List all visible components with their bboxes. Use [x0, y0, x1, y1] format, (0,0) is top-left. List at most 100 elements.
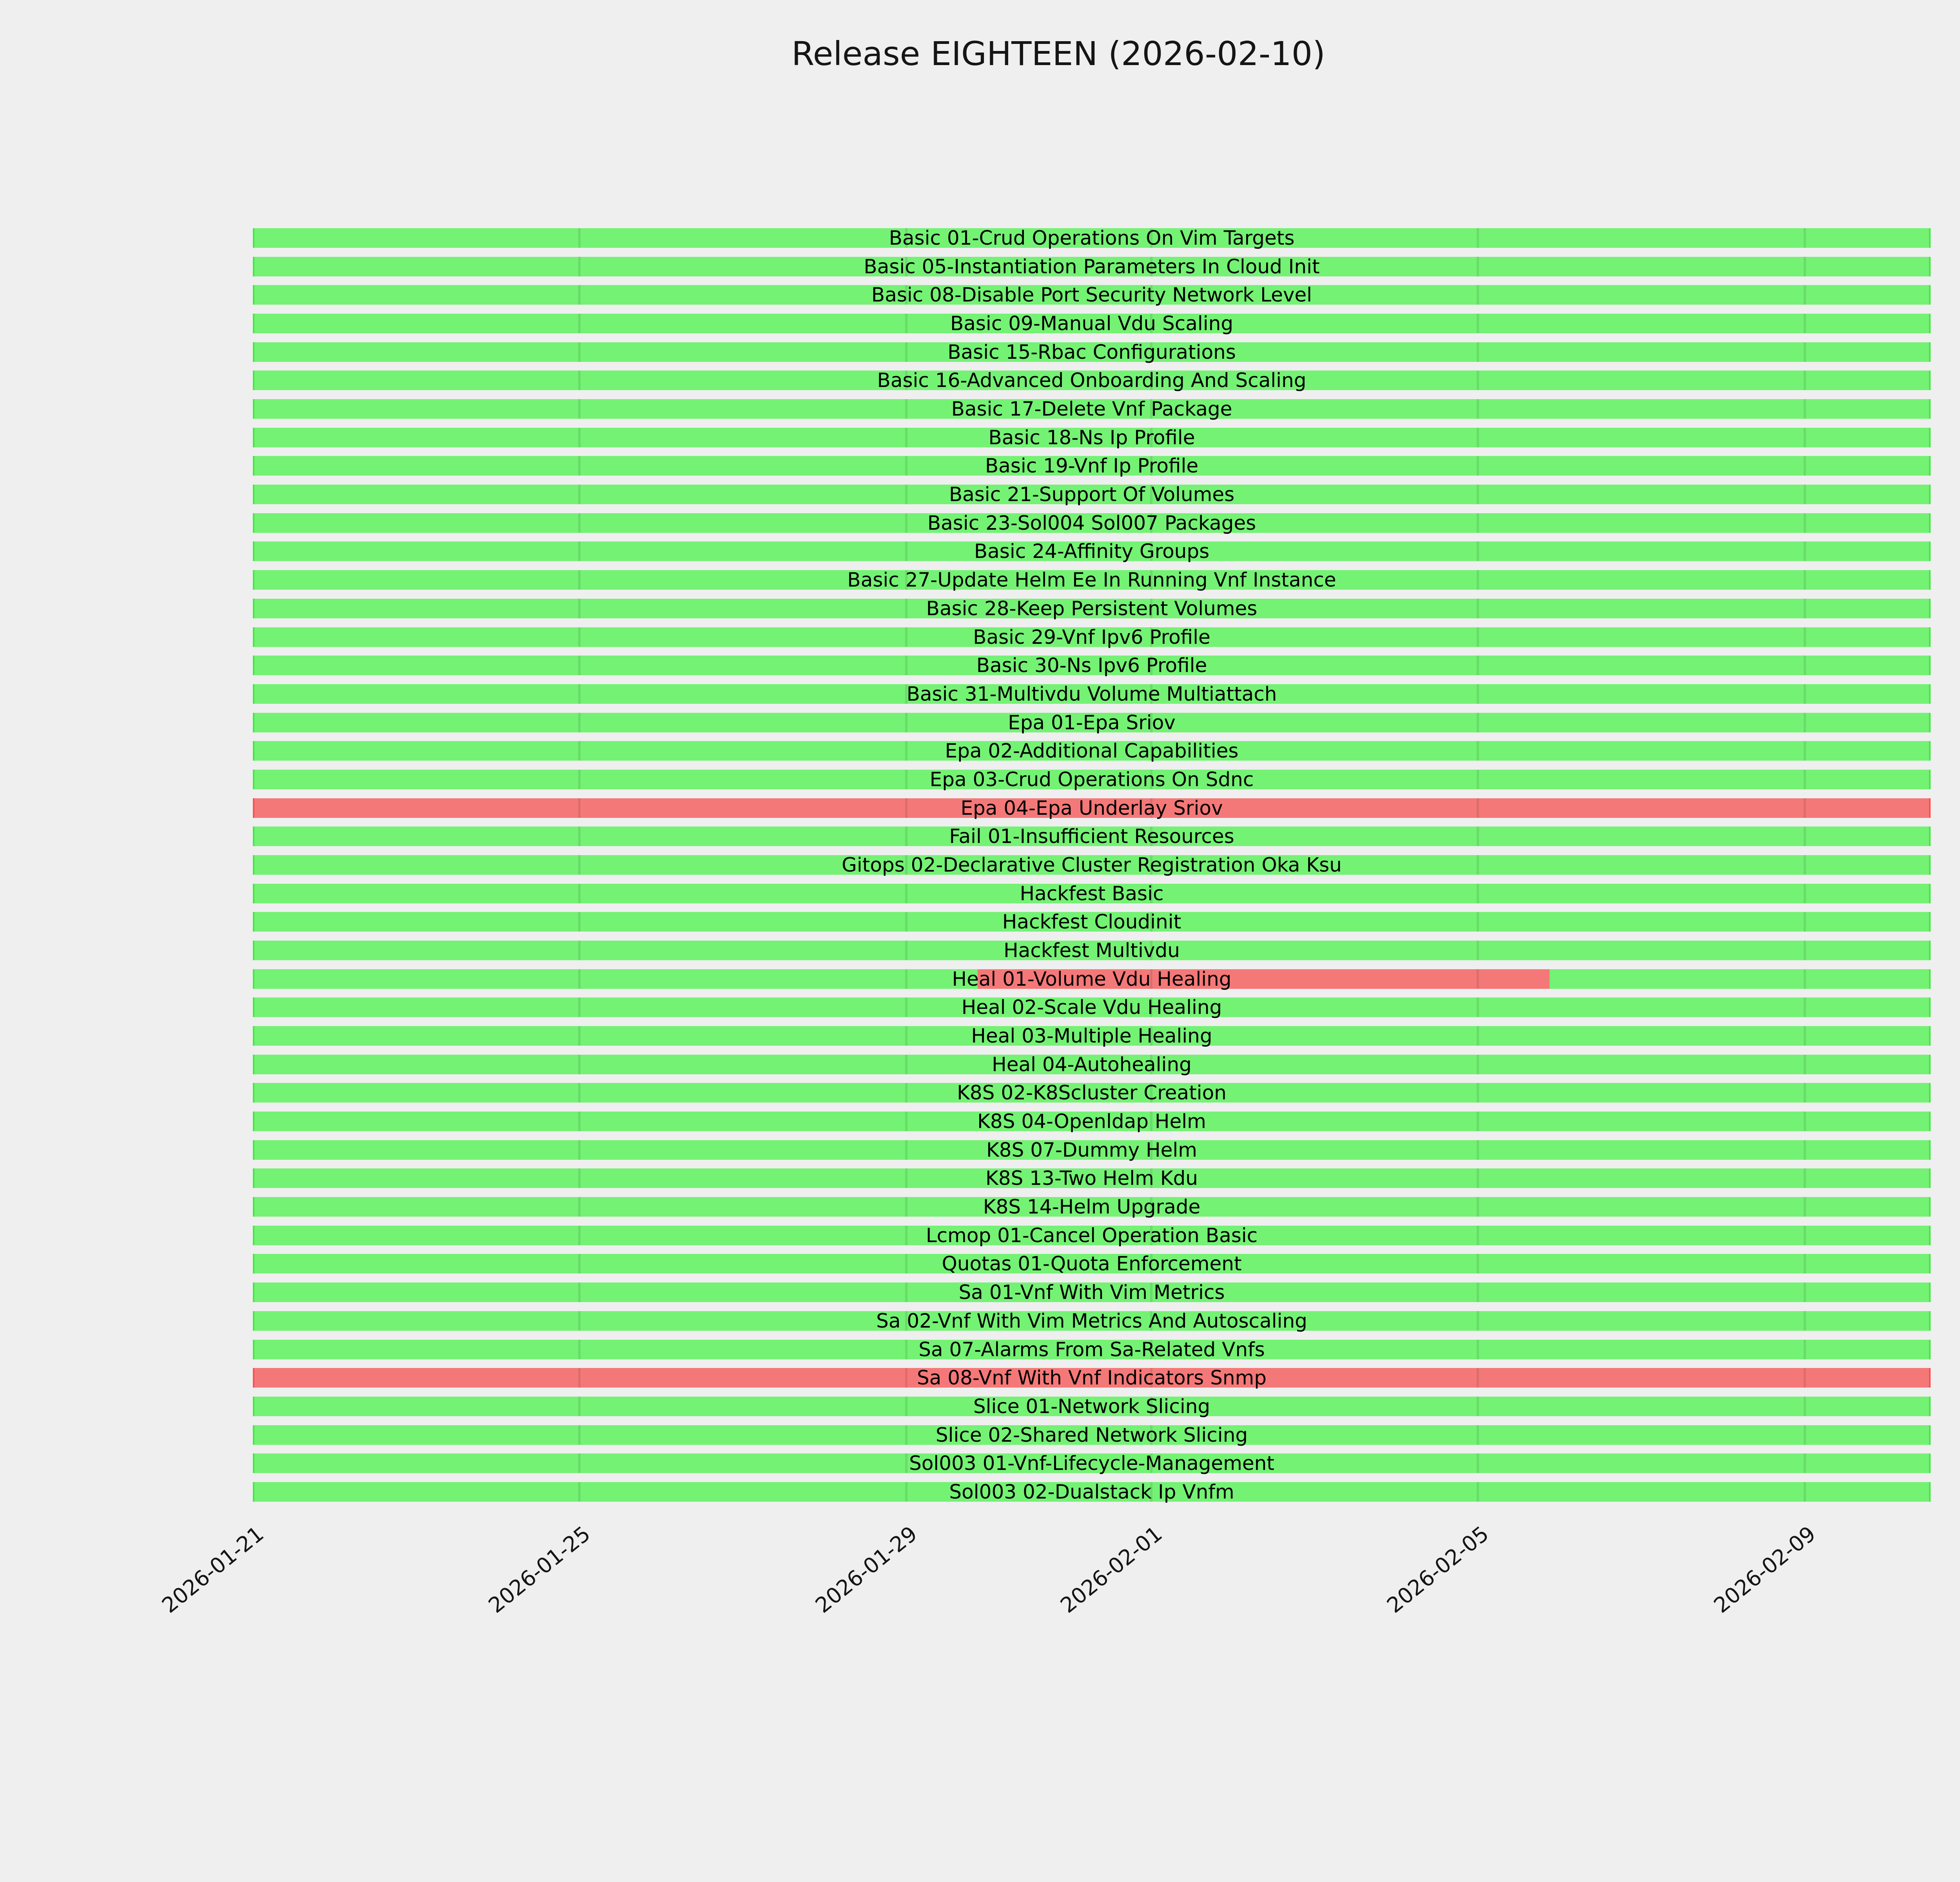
gridline-seam [905, 1368, 907, 1388]
gridline-seam [1150, 741, 1152, 761]
bar-edge [1929, 427, 1931, 447]
bar-edge [253, 997, 254, 1017]
task-bar-pass [253, 656, 1931, 676]
bar-edge [1929, 798, 1931, 818]
gridline-seam [1477, 1054, 1479, 1074]
gridline-seam [905, 1168, 907, 1188]
gridline-seam [1477, 456, 1479, 476]
gridline-seam [1803, 342, 1806, 362]
gridline-seam [1150, 1054, 1152, 1074]
bar-edge [253, 1026, 254, 1046]
task-row: Epa 04-Epa Underlay Sriov [253, 798, 1931, 818]
task-bar-pass [253, 1453, 1931, 1473]
task-bar-pass [253, 570, 1931, 590]
gridline-seam [1150, 941, 1152, 960]
gridline-seam [905, 1254, 907, 1274]
gridline-seam [1150, 1339, 1152, 1359]
gridline-seam [905, 342, 907, 362]
fail-segment [978, 969, 1550, 989]
gridline-seam [905, 1083, 907, 1103]
gridline-seam [1803, 1396, 1806, 1416]
gridline-seam [578, 1425, 581, 1445]
gridline-seam [1803, 883, 1806, 903]
bar-edge [253, 1283, 254, 1303]
gridline-seam [1477, 598, 1479, 618]
task-bar-pass [253, 371, 1931, 391]
bar-edge [253, 1396, 254, 1416]
gridline-seam [1150, 1283, 1152, 1303]
bar-edge [253, 1311, 254, 1331]
gridline-seam [578, 427, 581, 447]
task-label: Basic 01-Crud Operations On Vim Targets [889, 227, 1295, 249]
gridline-seam [1477, 1482, 1479, 1502]
task-row: Basic 27-Update Helm Ee In Running Vnf I… [253, 570, 1931, 590]
task-bar-pass [253, 1168, 1931, 1188]
bar-edge [1929, 256, 1931, 276]
gridline-seam [1150, 684, 1152, 704]
bar-edge [253, 827, 254, 847]
gridline-seam [578, 256, 581, 276]
task-row: Slice 02-Shared Network Slicing [253, 1425, 1931, 1445]
bar-edge [253, 883, 254, 903]
gridline-seam [1477, 570, 1479, 590]
task-row: Slice 01-Network Slicing [253, 1395, 1931, 1418]
task-row: Basic 01-Crud Operations On Vim Targets [253, 228, 1931, 248]
task-label: Basic 24-Affinity Groups [974, 540, 1210, 563]
gridline-seam [905, 256, 907, 276]
task-label: Basic 18-Ns Ip Profile [988, 426, 1195, 449]
gridline-seam [905, 1026, 907, 1046]
task-row: Heal 02-Scale Vdu Healing [253, 997, 1931, 1017]
gridline-seam [905, 314, 907, 334]
gridline-seam [1150, 513, 1152, 533]
task-bar-pass [253, 1254, 1931, 1274]
gridline-seam [905, 285, 907, 305]
task-row: Heal 04-Autohealing [253, 1054, 1931, 1075]
gridline-seam [1477, 541, 1479, 561]
task-bar-pass [253, 1083, 1931, 1103]
gridline-seam [1150, 456, 1152, 476]
task-row: K8S 14-Helm Upgrade [253, 1197, 1931, 1217]
bar-edge [1929, 1482, 1931, 1502]
task-row: Basic 19-Vnf Ip Profile [253, 456, 1931, 476]
task-label: Basic 17-Delete Vnf Package [951, 398, 1232, 421]
gridline-seam [1150, 656, 1152, 676]
gridline-seam [1803, 969, 1806, 989]
task-bar-pass [253, 1225, 1931, 1245]
task-label: Quotas 01-Quota Enforcement [942, 1252, 1242, 1275]
gridline-seam [578, 969, 581, 989]
task-label: Slice 01-Network Slicing [973, 1395, 1210, 1418]
bar-edge [1929, 684, 1931, 704]
task-bar-fail [253, 798, 1931, 818]
bar-edge [253, 855, 254, 875]
task-label: Epa 02-Additional Capabilities [945, 739, 1239, 763]
gridline-seam [905, 1140, 907, 1160]
bar-edge [1929, 1168, 1931, 1188]
bar-edge [253, 1453, 254, 1473]
gridline-seam [578, 285, 581, 305]
task-label: Sa 02-Vnf With Vim Metrics And Autoscali… [876, 1309, 1307, 1332]
gridline-seam [578, 827, 581, 847]
gridline-seam [578, 997, 581, 1017]
bar-edge [253, 798, 254, 818]
gridline-seam [1803, 427, 1806, 447]
task-label: Basic 30-Ns Ipv6 Profile [976, 654, 1207, 677]
gridline-seam [905, 712, 907, 732]
bar-edge [1929, 1453, 1931, 1473]
task-label: Basic 21-Support Of Volumes [949, 483, 1235, 506]
gridline-seam [1150, 883, 1152, 903]
task-label: Basic 05-Instantiation Parameters In Clo… [864, 255, 1320, 278]
task-row: Sol003 01-Vnf-Lifecycle-Management [253, 1453, 1931, 1473]
task-row: Basic 05-Instantiation Parameters In Clo… [253, 255, 1931, 278]
gridline-seam [905, 541, 907, 561]
task-bar-pass [253, 1311, 1931, 1331]
gridline-seam [1477, 1197, 1479, 1217]
gridline-seam [578, 798, 581, 818]
gridline-seam [905, 997, 907, 1017]
task-bar-pass [253, 456, 1931, 476]
task-row: K8S 02-K8Scluster Creation [253, 1083, 1931, 1103]
gridline-seam [1477, 855, 1479, 875]
task-row: K8S 07-Dummy Helm [253, 1140, 1931, 1160]
gridline-seam [905, 941, 907, 960]
gridline-seam [1477, 969, 1479, 989]
